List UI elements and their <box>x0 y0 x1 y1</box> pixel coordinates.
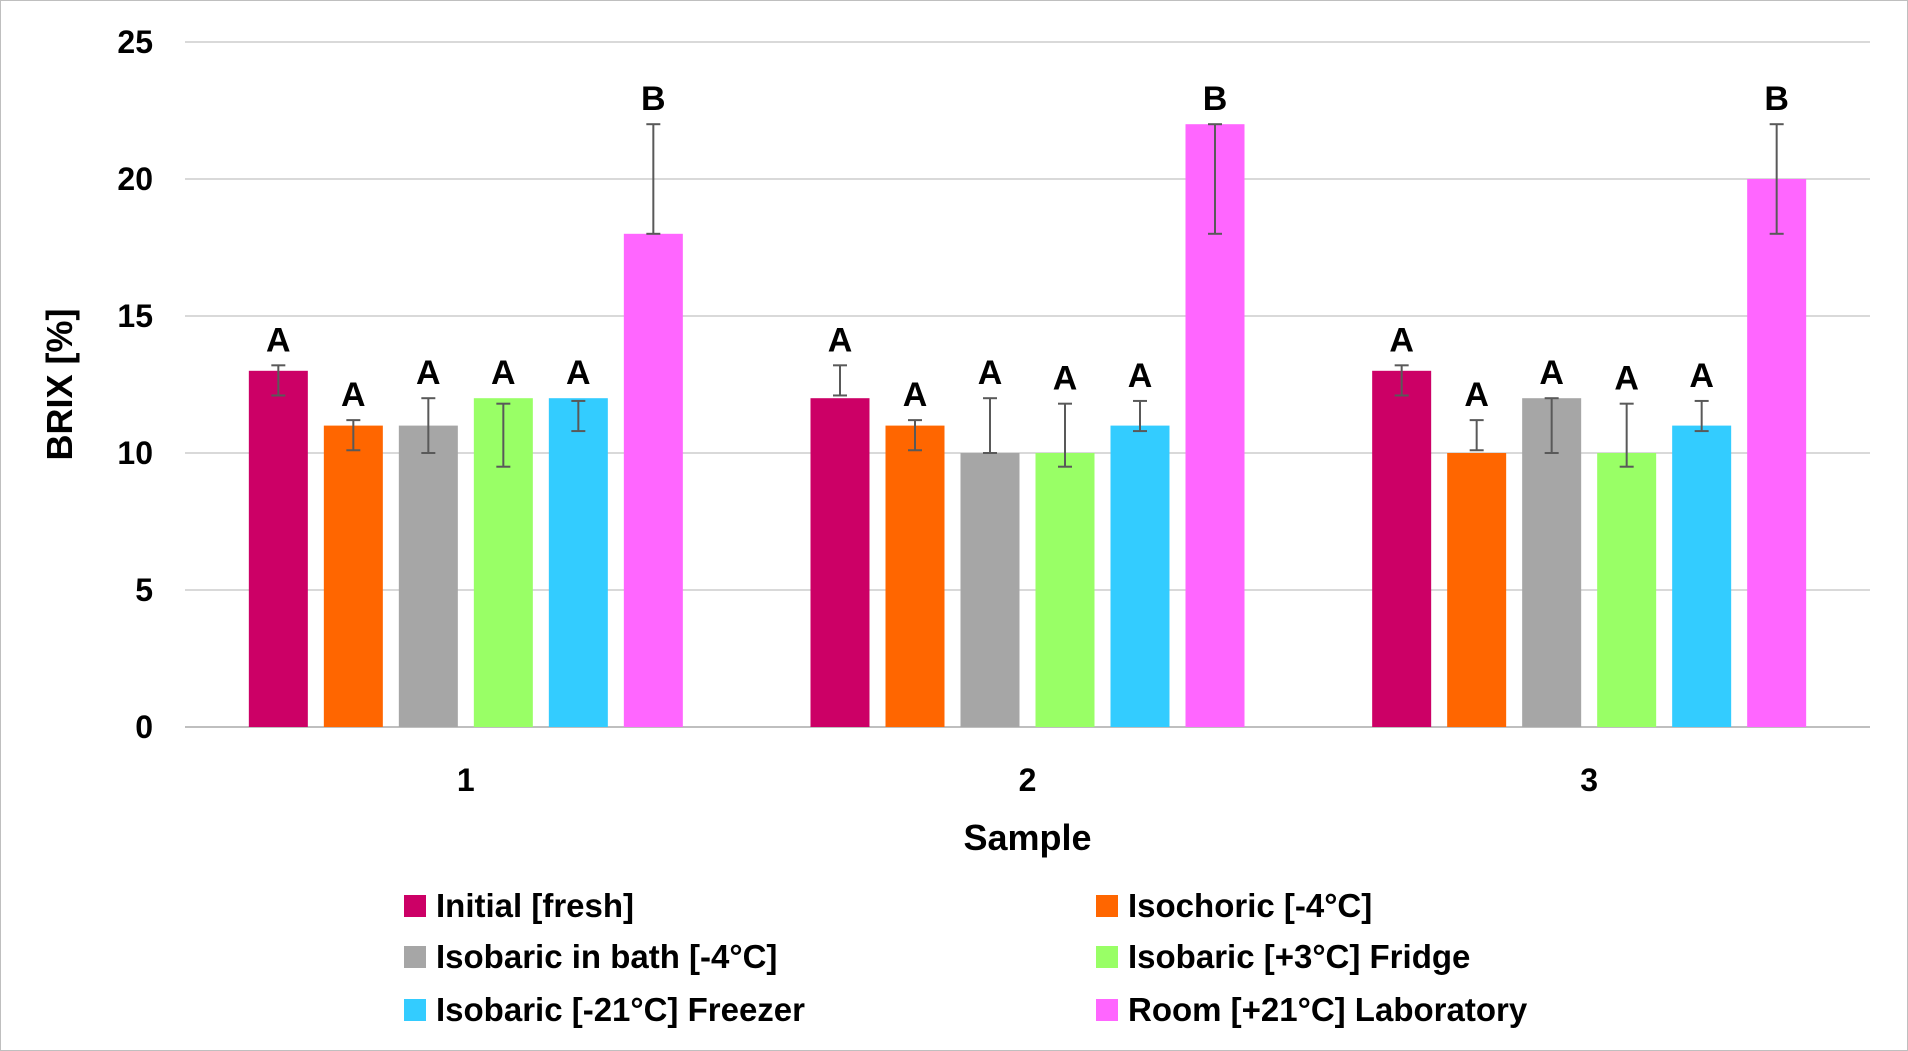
significance-label: A <box>1053 360 1078 398</box>
significance-label: A <box>266 321 291 359</box>
significance-label: B <box>1764 80 1789 118</box>
significance-label: A <box>1389 321 1414 359</box>
significance-label: A <box>1539 354 1564 392</box>
y-tick-label: 25 <box>117 24 153 60</box>
legend-swatch-series-5 <box>404 999 426 1021</box>
bar-sample-2-series-3 <box>960 453 1020 727</box>
legend-label: Isobaric in bath [-4°C] <box>436 938 777 975</box>
y-tick-label: 5 <box>135 572 153 608</box>
significance-label: A <box>491 354 516 392</box>
legend-label: Isobaric [+3°C] Fridge <box>1128 938 1470 975</box>
significance-label: A <box>1614 360 1639 398</box>
x-tick-label: 3 <box>1580 762 1598 798</box>
x-tick-label: 1 <box>457 762 475 798</box>
y-tick-label: 15 <box>117 298 153 334</box>
bar-sample-2-series-1 <box>810 398 870 727</box>
bar-sample-3-series-4 <box>1597 453 1657 727</box>
y-tick-label: 0 <box>135 709 153 745</box>
y-tick-label: 10 <box>117 435 153 471</box>
significance-label: A <box>1128 357 1153 395</box>
legend-swatch-series-4 <box>1096 946 1118 968</box>
y-axis-title: BRIX [%] <box>39 309 80 461</box>
significance-label: A <box>1689 357 1714 395</box>
x-axis-title: Sample <box>963 817 1091 858</box>
significance-label: A <box>416 354 441 392</box>
bar-sample-2-series-5 <box>1110 425 1170 727</box>
significance-label: A <box>1464 376 1489 414</box>
significance-label: A <box>341 376 366 414</box>
bar-sample-1-series-6 <box>623 233 683 728</box>
legend-swatch-series-6 <box>1096 999 1118 1021</box>
legend-label: Initial [fresh] <box>436 887 634 924</box>
bar-sample-1-series-3 <box>398 425 458 727</box>
bar-sample-1-series-1 <box>248 370 308 727</box>
significance-label: A <box>828 321 853 359</box>
significance-label: B <box>641 80 666 118</box>
significance-label: B <box>1203 80 1228 118</box>
bar-sample-2-series-4 <box>1035 453 1095 727</box>
legend-label: Isobaric [-21°C] Freezer <box>436 991 805 1028</box>
y-tick-label: 20 <box>117 161 153 197</box>
bar-sample-3-series-1 <box>1372 370 1432 727</box>
significance-label: A <box>903 376 928 414</box>
legend-swatch-series-2 <box>1096 895 1118 917</box>
bar-sample-3-series-6 <box>1747 179 1807 727</box>
bar-sample-2-series-2 <box>885 425 945 727</box>
legend-label: Isochoric [-4°C] <box>1128 887 1372 924</box>
significance-label: A <box>978 354 1003 392</box>
x-tick-label: 2 <box>1019 762 1037 798</box>
bar-sample-1-series-5 <box>548 398 608 727</box>
significance-label: A <box>566 354 591 392</box>
bar-sample-1-series-2 <box>323 425 383 727</box>
legend-swatch-series-3 <box>404 946 426 968</box>
bar-sample-3-series-5 <box>1672 425 1732 727</box>
legend-swatch-series-1 <box>404 895 426 917</box>
bar-sample-3-series-2 <box>1447 453 1507 727</box>
legend-label: Room [+21°C] Laboratory <box>1128 991 1528 1028</box>
